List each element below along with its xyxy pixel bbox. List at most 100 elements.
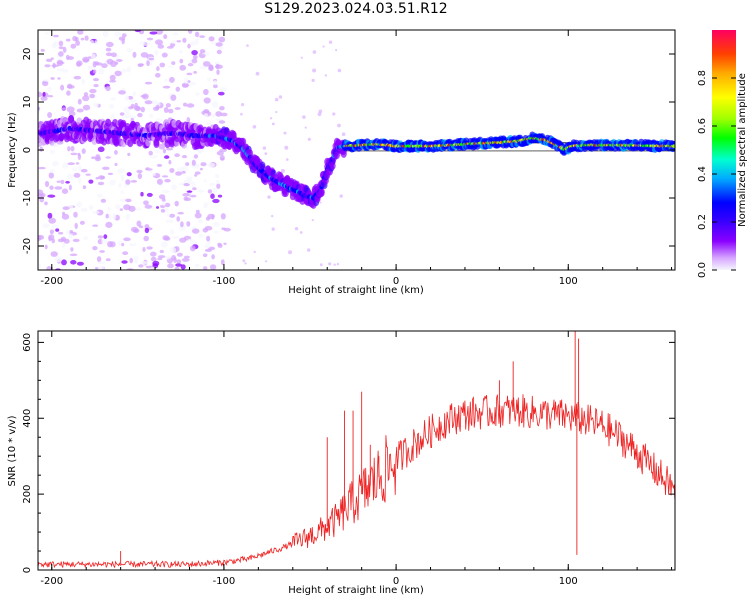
spectrogram-noise-blob xyxy=(145,168,153,171)
spectrogram-y-tick-label: 20 xyxy=(22,48,33,61)
spectrogram-noise-blob xyxy=(97,146,105,153)
spectrogram-noise-blob xyxy=(114,31,122,37)
spectrogram-noise-blob xyxy=(44,244,48,250)
spectrogram-ridge-halo xyxy=(240,137,247,146)
spectrogram-noise-blob xyxy=(203,253,208,257)
snr-x-tick-label: -200 xyxy=(40,576,63,587)
spectrogram-noise-blob xyxy=(143,200,149,206)
spectrogram-noise-blob xyxy=(183,255,190,259)
spectrogram-noise-blob xyxy=(70,43,77,49)
spectrogram-noise-blob xyxy=(199,49,206,54)
spectrogram-noise-blob xyxy=(302,115,306,119)
spectrogram-x-axis-label: Height of straight line (km) xyxy=(288,285,424,296)
spectrogram-noise-blob xyxy=(190,40,197,46)
spectrogram-noise-blob xyxy=(76,108,84,113)
spectrogram-noise-blob xyxy=(218,46,224,50)
spectrogram-noise-blob xyxy=(130,180,138,183)
spectrogram-noise-blob xyxy=(191,50,198,56)
spectrogram-noise-layer xyxy=(38,30,346,270)
spectrogram-noise-blob xyxy=(336,262,340,266)
spectrogram-noise-blob xyxy=(152,260,160,266)
spectrogram-noise-blob xyxy=(217,194,223,198)
spectrogram-noise-blob xyxy=(179,49,183,54)
spectrogram-noise-blob xyxy=(183,77,189,84)
spectrogram-noise-blob xyxy=(70,152,78,156)
spectrogram-noise-blob xyxy=(262,146,267,150)
spectrogram-noise-blob xyxy=(152,172,156,176)
spectrogram-noise-blob xyxy=(240,112,243,116)
spectrogram-noise-blob xyxy=(109,179,116,186)
spectrogram-noise-blob xyxy=(322,45,325,48)
spectrogram-noise-blob xyxy=(187,62,194,67)
spectrogram-noise-blob xyxy=(132,91,137,97)
spectrogram-noise-blob xyxy=(194,31,200,38)
spectrogram-noise-blob xyxy=(187,80,191,83)
spectrogram-noise-blob xyxy=(216,69,220,75)
spectrogram-noise-blob xyxy=(125,198,132,203)
spectrogram-noise-blob xyxy=(283,131,287,135)
spectrogram-noise-blob xyxy=(45,58,53,63)
spectrogram-noise-blob xyxy=(156,66,160,72)
spectrogram-noise-blob xyxy=(94,267,99,270)
spectrogram-noise-blob xyxy=(328,40,333,44)
spectrogram-noise-blob xyxy=(61,259,67,266)
spectrogram-noise-blob xyxy=(150,251,157,257)
spectrogram-noise-blob xyxy=(180,264,186,270)
spectrogram-noise-blob xyxy=(109,74,116,81)
spectrogram-noise-blob xyxy=(166,213,170,217)
colorbar-ticks: 0.0 0.2 0.4 0.6 0.8 xyxy=(697,70,736,278)
spectrogram-noise-blob xyxy=(155,39,163,45)
spectrogram-noise-blob xyxy=(221,227,226,230)
spectrogram-noise-blob xyxy=(181,155,188,159)
spectrogram-noise-blob xyxy=(169,76,175,83)
spectrogram-noise-blob xyxy=(97,235,104,239)
spectrogram-noise-blob xyxy=(204,113,208,117)
spectrogram-noise-blob xyxy=(223,242,227,245)
spectrogram-noise-blob xyxy=(47,95,54,98)
spectrogram-noise-blob xyxy=(136,220,142,227)
spectrogram-noise-blob xyxy=(204,52,210,56)
spectrogram-noise-blob xyxy=(50,251,58,257)
spectrogram-noise-blob xyxy=(311,78,315,82)
spectrogram-noise-blob xyxy=(218,36,226,43)
spectrogram-noise-blob xyxy=(114,150,118,155)
spectrogram-noise-blob xyxy=(72,167,78,172)
spectrogram-noise-blob xyxy=(38,166,46,170)
spectrogram-noise-blob xyxy=(146,246,153,250)
spectrogram-noise-blob xyxy=(67,162,75,166)
spectrogram-noise-blob xyxy=(137,63,144,68)
spectrogram-noise-blob xyxy=(65,54,70,61)
spectrogram-noise-blob xyxy=(215,42,223,47)
spectrogram-noise-blob xyxy=(67,83,73,89)
spectrogram-noise-blob xyxy=(299,231,303,234)
spectrogram-x-tick-label: 100 xyxy=(559,276,578,287)
spectrogram-noise-blob xyxy=(76,261,84,266)
spectrogram-noise-blob xyxy=(49,185,54,190)
spectrogram-noise-blob xyxy=(176,252,183,257)
spectrogram-noise-blob xyxy=(171,184,178,190)
spectrogram-noise-blob xyxy=(69,253,78,257)
spectrogram-noise-blob xyxy=(80,37,85,41)
spectrogram-noise-blob xyxy=(79,220,85,225)
spectrogram-noise-blob xyxy=(148,57,154,61)
colorbar-tick-label: 0.6 xyxy=(697,118,708,134)
spectrogram-noise-blob xyxy=(85,173,91,176)
spectrogram-noise-blob xyxy=(194,92,200,96)
spectrogram-noise-blob xyxy=(219,87,227,92)
spectrogram-noise-blob xyxy=(218,91,225,96)
spectrogram-noise-blob xyxy=(274,97,279,102)
spectrogram-noise-blob xyxy=(176,259,182,264)
spectrogram-noise-blob xyxy=(169,42,176,47)
spectrogram-noise-blob xyxy=(72,238,80,243)
spectrogram-noise-blob xyxy=(126,172,132,177)
spectrogram-y-axis-label: Frequency (Hz) xyxy=(7,112,18,188)
spectrogram-noise-blob xyxy=(203,179,208,183)
spectrogram-noise-blob xyxy=(128,106,134,110)
spectrogram-noise-blob xyxy=(214,61,221,65)
spectrogram-noise-blob xyxy=(186,103,195,108)
spectrogram-noise-blob xyxy=(70,260,77,265)
spectrogram-noise-blob xyxy=(138,264,144,268)
spectrogram-noise-blob xyxy=(341,132,346,136)
spectrogram-noise-blob xyxy=(54,186,63,190)
spectrogram-noise-blob xyxy=(213,221,220,227)
